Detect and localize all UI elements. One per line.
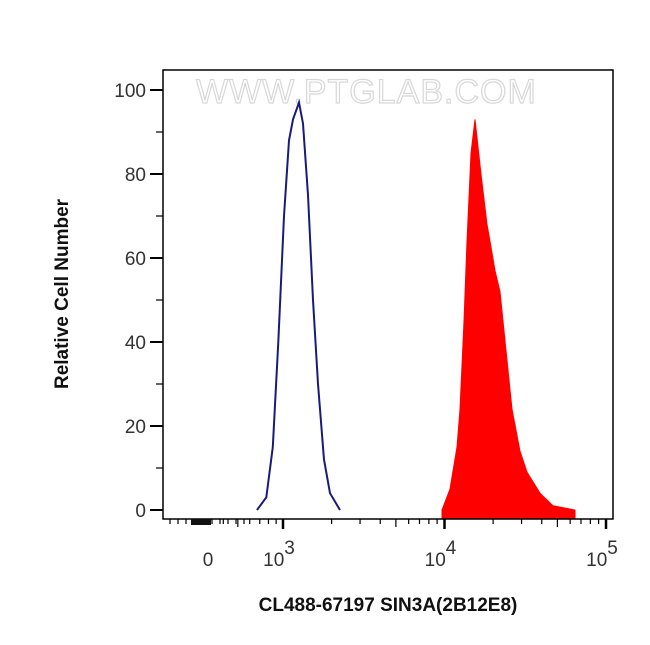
x-tick-base: 0 bbox=[203, 550, 214, 571]
x-tick-exponent: 3 bbox=[284, 538, 295, 559]
x-zero-tick-cluster bbox=[191, 519, 211, 525]
y-tick-label: 60 bbox=[125, 249, 146, 270]
y-tick-label: 20 bbox=[125, 417, 146, 438]
x-tick-label: 0 bbox=[203, 550, 214, 571]
y-tick-label: 40 bbox=[125, 333, 146, 354]
y-axis-title: Relative Cell Number bbox=[52, 198, 73, 389]
y-tick-label: 100 bbox=[114, 81, 146, 102]
x-tick-label: 104 bbox=[425, 538, 457, 571]
x-tick-exponent: 4 bbox=[446, 538, 457, 559]
x-tick-label: 105 bbox=[586, 538, 618, 571]
series-layer bbox=[256, 98, 576, 519]
series-1-filled-histogram bbox=[441, 119, 576, 519]
plot-frame bbox=[162, 69, 614, 520]
x-tick-base: 10 bbox=[586, 550, 607, 571]
series-0-outline-histogram bbox=[256, 98, 341, 511]
x-tick-base: 10 bbox=[263, 550, 284, 571]
watermark: WWW.PTGLAB.COM bbox=[196, 73, 537, 111]
y-tick-label: 0 bbox=[135, 501, 146, 522]
x-tick-exponent: 5 bbox=[607, 538, 618, 559]
x-tick-base: 10 bbox=[425, 550, 446, 571]
x-axis-title: CL488-67197 SIN3A(2B12E8) bbox=[259, 595, 518, 616]
y-tick-label: 80 bbox=[125, 165, 146, 186]
x-tick-label: 103 bbox=[263, 538, 295, 571]
y-axis: 0 20 40 60 80 100 bbox=[114, 81, 163, 522]
